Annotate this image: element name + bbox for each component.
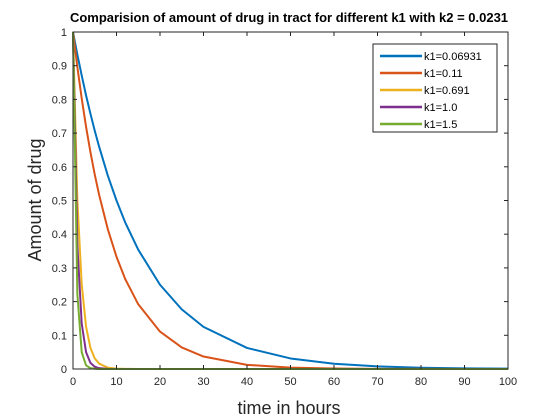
x-tick-label: 70 (371, 376, 383, 388)
y-tick-label: 0.4 (52, 229, 67, 241)
axes-layer: 0 10 20 30 40 50 60 70 80 90 100 0 0.1 0.2 0.3 0.4 0.5 0.… (52, 27, 517, 388)
x-tick-label: 30 (197, 376, 209, 388)
x-axis-label: time in hours (237, 398, 340, 418)
x-tick-label: 100 (499, 376, 517, 388)
series-line-1 (72, 31, 509, 370)
x-tick-label: 80 (415, 376, 427, 388)
y-tick-label: 0.2 (52, 297, 67, 309)
y-tick-label: 0.6 (52, 162, 67, 174)
legend-box (372, 43, 498, 133)
legend: k1=0.06931 k1=0.11 k1=0.691 k1=1.0 k1=1.5 (372, 43, 498, 133)
chart-title: Comparision of amount of drug in tract f… (70, 10, 508, 25)
y-tick-label: 0.8 (52, 94, 67, 106)
legend-label-2: k1=0.11 (424, 68, 463, 80)
legend-label-1: k1=0.06931 (424, 51, 482, 63)
y-tick-label: 0.3 (52, 263, 67, 275)
legend-label-5: k1=1.5 (424, 119, 457, 131)
y-tick-label: 0.7 (52, 128, 67, 140)
x-tick-label: 10 (110, 376, 122, 388)
x-tick-label: 90 (458, 376, 470, 388)
x-tick-label: 20 (154, 376, 166, 388)
x-tick-label: 60 (328, 376, 340, 388)
y-tick-label: 1 (61, 27, 67, 39)
x-tick-label: 50 (284, 376, 296, 388)
y-tick-label: 0 (61, 364, 67, 376)
legend-label-3: k1=0.691 (424, 85, 470, 97)
y-tick-label: 0.5 (52, 196, 67, 208)
x-tick-label: 0 (70, 376, 76, 388)
legend-label-4: k1=1.0 (424, 102, 457, 114)
x-tick-label: 40 (241, 376, 253, 388)
y-tick-label: 0.9 (52, 61, 67, 73)
y-axis-label: Amount of drug (25, 138, 45, 261)
y-tick-label: 0.1 (52, 330, 67, 342)
